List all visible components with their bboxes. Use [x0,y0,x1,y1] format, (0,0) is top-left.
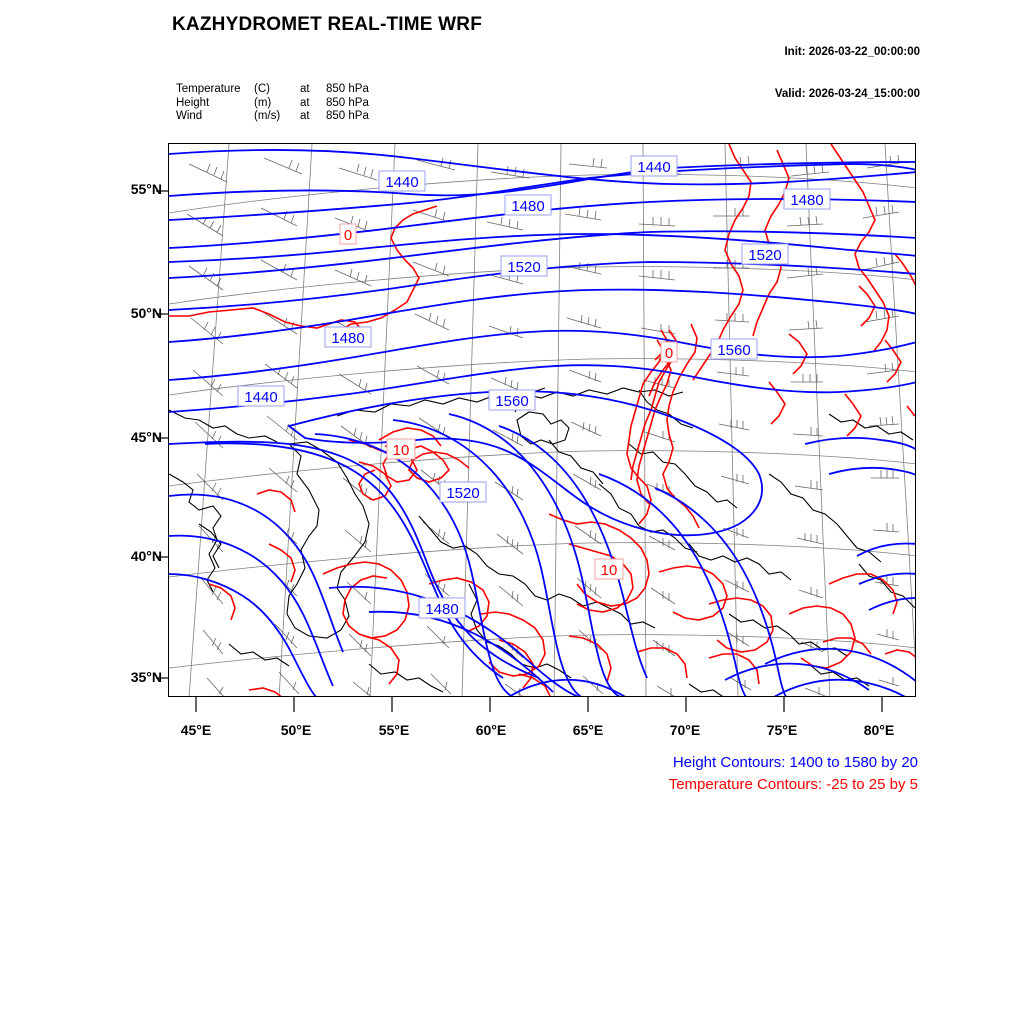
contour-legend: Height Contours: 1400 to 1580 by 20 Temp… [420,752,918,796]
height-label: 1560 [488,389,536,411]
page-title: KAZHYDROMET REAL-TIME WRF [172,14,483,35]
lat-tick-35n: 35°N [130,669,162,685]
lon-tick-55e: 55°E [378,722,410,738]
temperature-contour-legend: Temperature Contours: -25 to 25 by 5 [668,776,918,793]
temperature-label-text: 0 [344,227,352,244]
temperature-label: 10 [594,558,624,580]
field-variable: Temperature [176,83,241,95]
field-info-row-height: Height (m) at 850 hPa [176,97,369,111]
temperature-contour-layer [169,144,915,696]
height-label-text: 1480 [790,192,823,209]
height-contour-layer [169,149,915,696]
height-contour-legend: Height Contours: 1400 to 1580 by 20 [672,754,918,771]
lat-tick-50n: 50°N [130,305,162,321]
lat-tick-40n: 40°N [130,548,162,564]
field-unit: (m/s) [254,110,281,122]
height-label-text: 1480 [425,601,458,618]
height-label-text: 1480 [331,330,364,347]
lon-tick-75e: 75°E [766,722,798,738]
height-label: 1480 [504,194,552,216]
lat-tick-45n: 45°N [130,429,162,445]
field-info-row-wind: Wind (m/s) at 850 hPa [176,110,369,124]
field-at: at [300,83,310,95]
valid-time: Valid: 2026-03-24_15:00:00 [774,88,920,100]
temperature-label-text: 0 [665,345,673,362]
lon-tick-50e: 50°E [280,722,312,738]
lon-tick-60e: 60°E [475,722,507,738]
lon-tick-80e: 80°E [863,722,895,738]
height-label-text: 1440 [637,159,670,176]
run-info: Init: 2026-03-22_00:00:00 Valid: 2026-03… [648,17,920,115]
field-variable: Height [176,96,210,109]
field-unit: (m) [254,96,272,109]
height-label: 1480 [418,597,466,619]
height-label: 1520 [741,243,789,265]
height-label: 1440 [630,155,678,177]
height-label: 1440 [237,385,285,407]
height-label-text: 1440 [385,174,418,191]
wind-barb-layer [186,154,906,696]
contour-label-layer: 1440 1440 1480 1480 1520 1520 [237,155,831,619]
field-unit: (C) [254,83,270,95]
height-label: 1480 [783,188,831,210]
lon-tick-65e: 65°E [572,722,604,738]
temperature-label: 0 [660,341,678,363]
height-label: 1560 [710,338,758,360]
height-label-text: 1560 [717,342,750,359]
temperature-label: 10 [386,438,416,460]
temperature-label-text: 10 [601,562,618,579]
height-label-text: 1440 [244,389,277,406]
height-label-text: 1480 [511,198,544,215]
height-label: 1480 [324,326,372,348]
graticule-layer [169,144,915,696]
field-variable: Wind [176,110,203,122]
height-label: 1520 [500,255,548,277]
temperature-label-text: 10 [393,442,410,459]
init-time: Init: 2026-03-22_00:00:00 [784,46,920,58]
lat-tick-55n: 55°N [130,181,162,197]
field-info: Temperature (C) at 850 hPa Height (m) at… [176,83,369,124]
height-label-text: 1520 [446,485,479,502]
height-label-text: 1520 [748,247,781,264]
temperature-label: 0 [339,223,357,245]
map-plot-area[interactable]: 1440 1440 1480 1480 1520 1520 [168,143,916,697]
map-canvas: 1440 1440 1480 1480 1520 1520 [169,144,915,696]
lon-tick-70e: 70°E [669,722,701,738]
field-level: 850 hPa [326,96,369,109]
field-at: at [300,110,310,122]
field-at: at [300,96,310,109]
height-label: 1520 [439,481,487,503]
lon-tick-45e: 45°E [180,722,212,738]
field-level: 850 hPa [326,110,369,122]
height-label-text: 1560 [495,393,528,410]
height-label-text: 1520 [507,259,540,276]
height-label: 1440 [378,170,426,192]
field-level: 850 hPa [326,83,369,95]
field-info-row-temperature: Temperature (C) at 850 hPa [176,83,369,97]
